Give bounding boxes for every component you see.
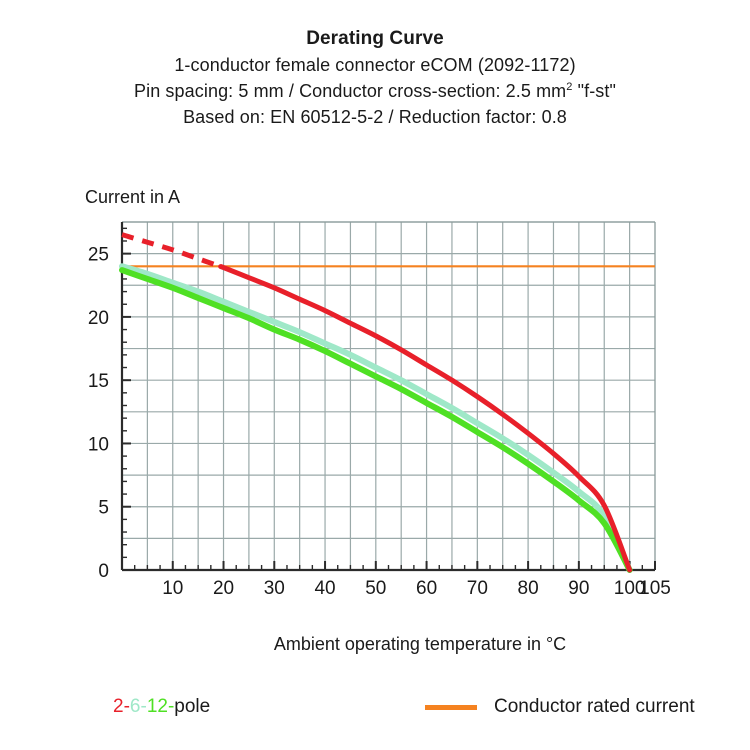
svg-text:80: 80 <box>518 578 539 599</box>
svg-text:15: 15 <box>88 371 109 392</box>
legend-rated-entry: Conductor rated current <box>425 696 695 718</box>
legend-pole-entry: 2-6-12-pole <box>113 696 210 718</box>
svg-text:50: 50 <box>365 578 386 599</box>
legend-12-pole: 12- <box>146 696 175 717</box>
title-line-standard: Based on: EN 60512-5-2 / Reduction facto… <box>183 107 567 127</box>
svg-text:40: 40 <box>314 578 335 599</box>
svg-text:10: 10 <box>162 578 183 599</box>
title-line-spacing: Pin spacing: 5 mm / Conductor cross-sect… <box>0 78 750 104</box>
title-spacing-text: Pin spacing: 5 mm / Conductor cross-sect… <box>134 81 567 101</box>
series-lines <box>119 232 655 573</box>
legend-2-pole: 2- <box>113 696 130 717</box>
axis-ticks <box>121 227 656 571</box>
svg-text:105: 105 <box>639 578 671 599</box>
svg-text:25: 25 <box>88 245 109 266</box>
title-line-connector: 1-conductor female connector eCOM (2092-… <box>174 55 576 75</box>
svg-text:60: 60 <box>416 578 437 599</box>
chart-legend: 2-6-12-pole Conductor rated current <box>0 696 750 726</box>
svg-text:90: 90 <box>568 578 589 599</box>
legend-rated-swatch-icon <box>425 704 477 710</box>
x-axis-title: Ambient operating temperature in °C <box>273 634 567 654</box>
axis-frame <box>120 221 656 572</box>
svg-text:0: 0 <box>98 561 109 582</box>
title-superscript: 2 <box>566 81 573 93</box>
svg-text:30: 30 <box>264 578 285 599</box>
grid-minor-x <box>146 222 631 570</box>
svg-text:100: 100 <box>614 578 646 599</box>
svg-text:20: 20 <box>88 308 109 329</box>
svg-text:5: 5 <box>98 498 109 519</box>
chart-title-block: Derating Curve 1-conductor female connec… <box>0 26 750 130</box>
legend-6-pole: 6- <box>129 696 147 717</box>
y-axis-title: Current in A <box>85 187 181 207</box>
svg-text:20: 20 <box>213 578 234 599</box>
legend-rated-label: Conductor rated current <box>494 696 695 717</box>
legend-pole-suffix: pole <box>174 696 211 717</box>
svg-text:10: 10 <box>88 434 109 455</box>
page-title: Derating Curve <box>306 28 444 49</box>
title-spacing-suffix: "f-st" <box>572 81 616 101</box>
svg-text:70: 70 <box>467 578 488 599</box>
